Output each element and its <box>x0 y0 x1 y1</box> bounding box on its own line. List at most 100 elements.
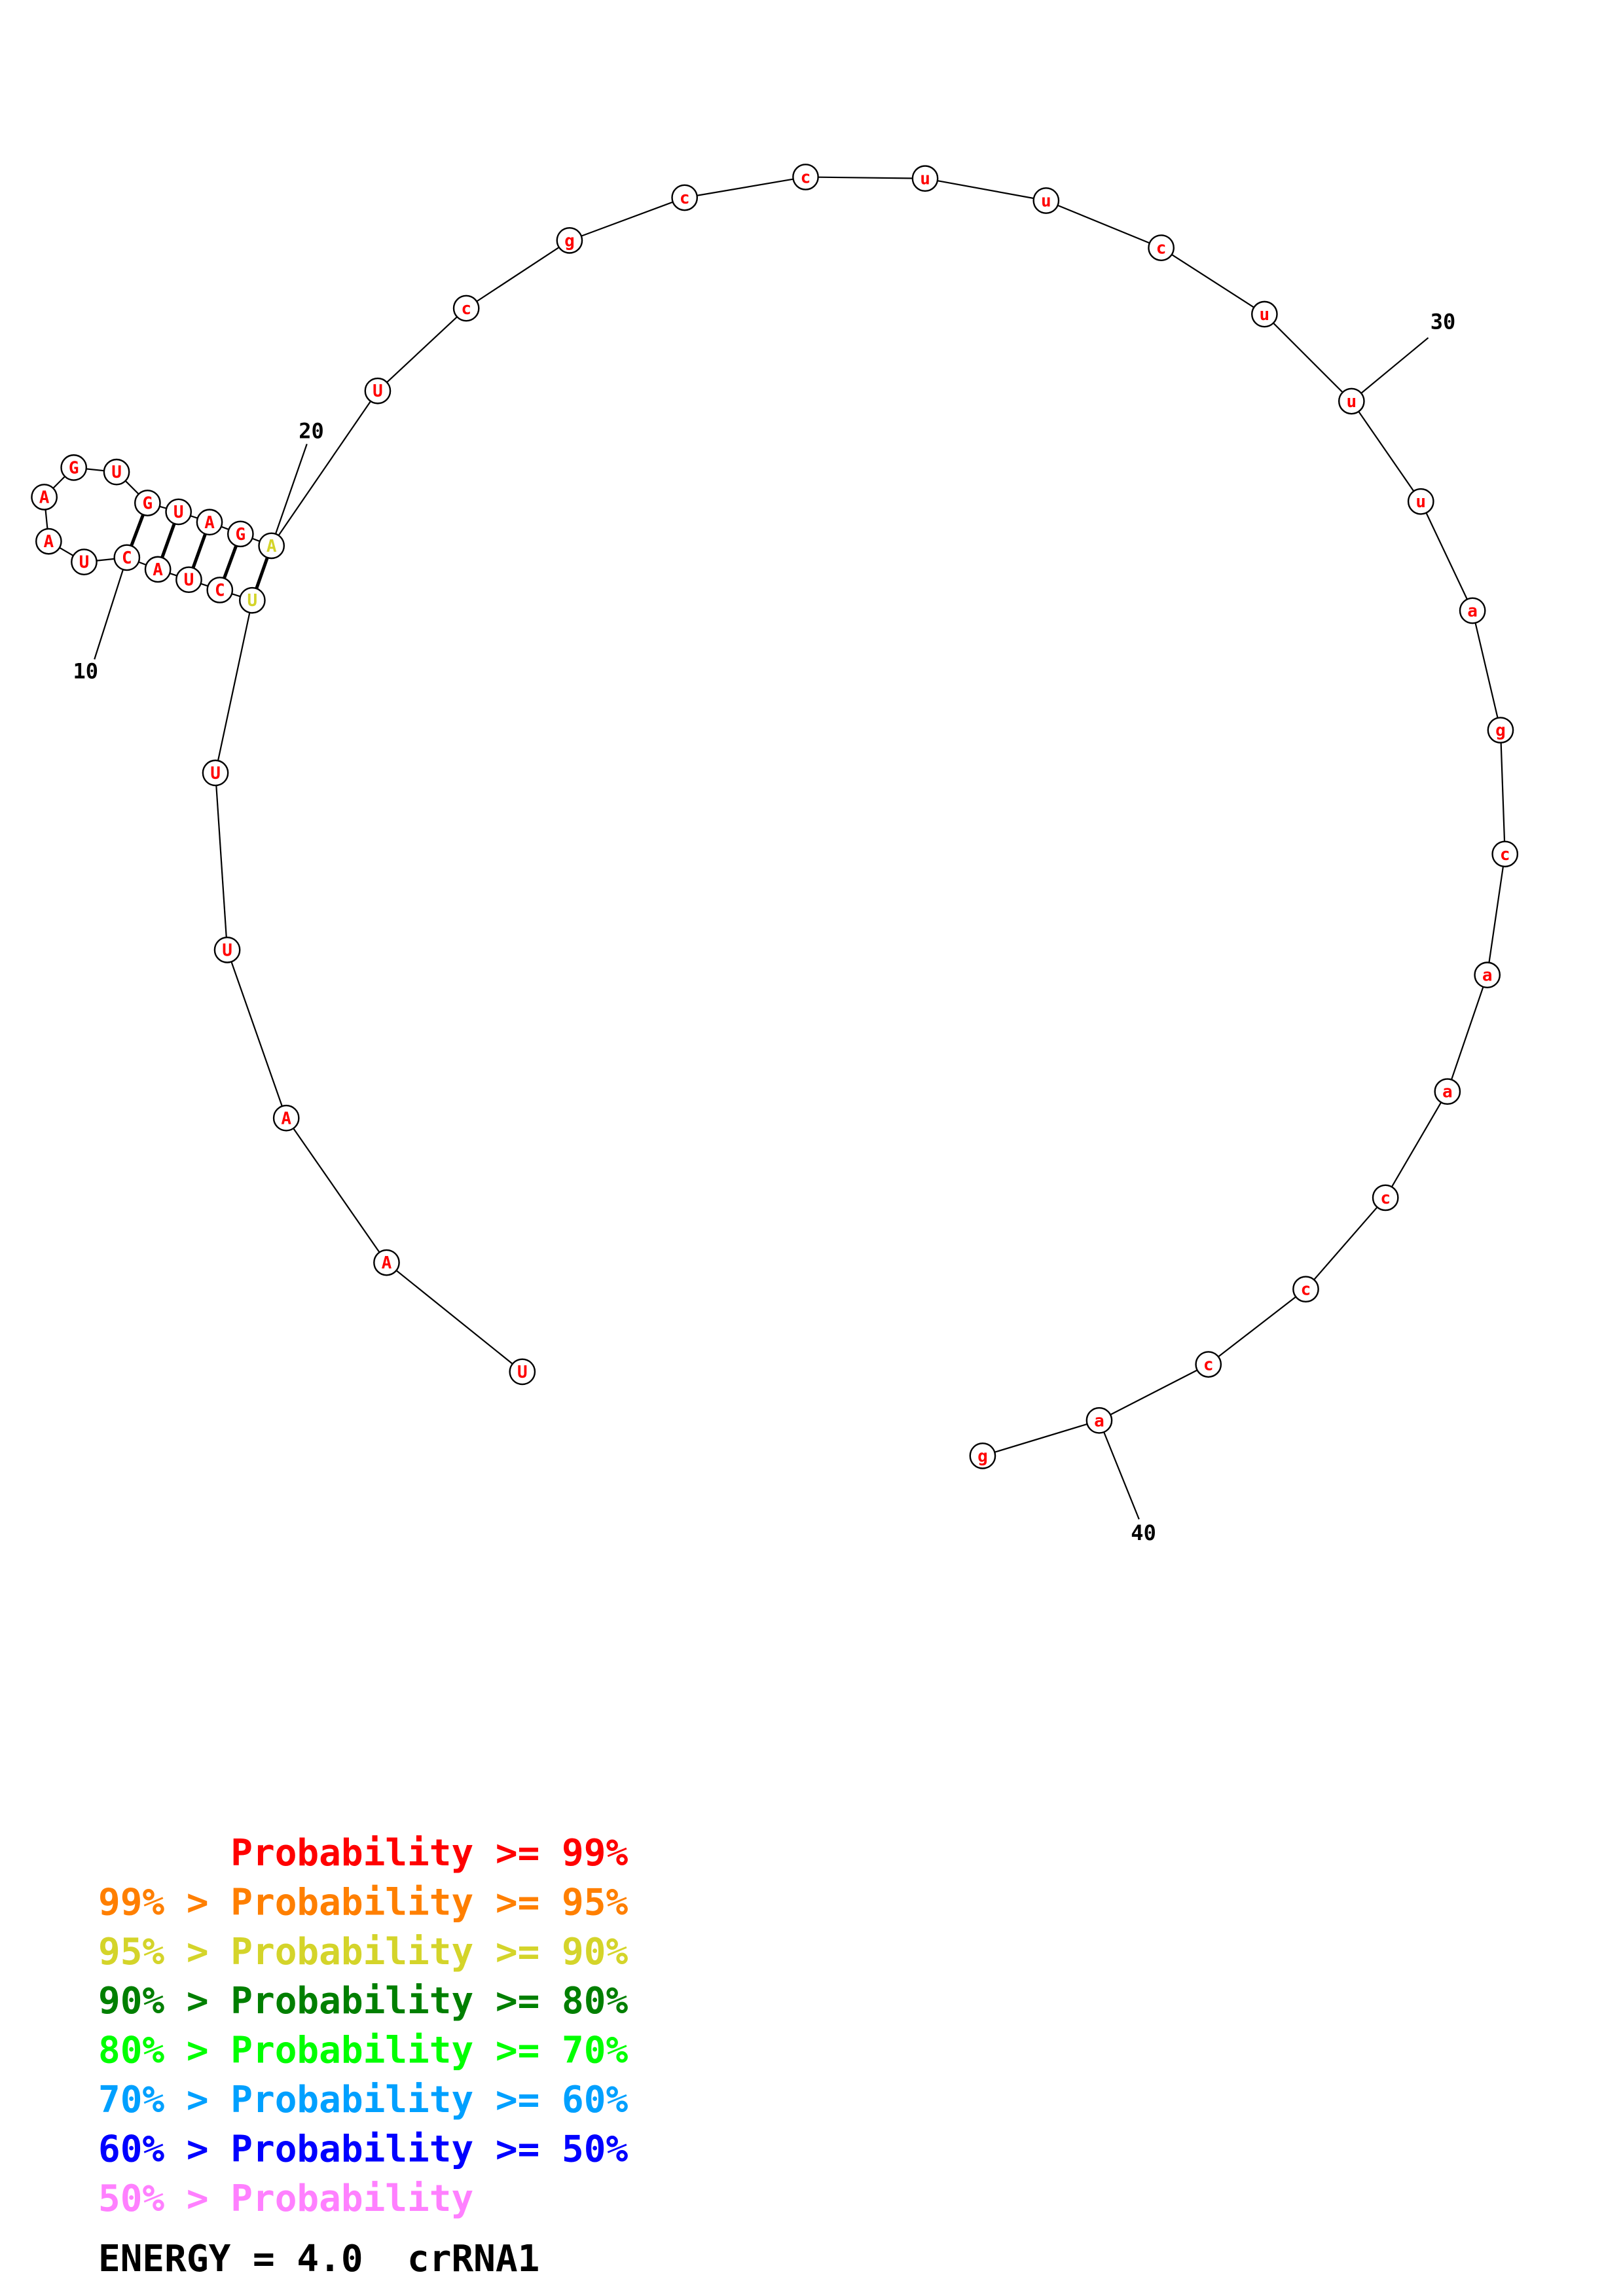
position-tick <box>1098 1420 1140 1520</box>
backbone-segment <box>569 196 685 242</box>
nucleotide: A <box>373 1249 400 1276</box>
nucleotide-letter: c <box>1500 845 1510 865</box>
legend-entry: 95% > Probability >= 90% <box>98 1931 628 1973</box>
nucleotide-circle <box>134 490 161 516</box>
backbone-segment <box>1446 975 1488 1092</box>
nucleotide-circle <box>1434 1078 1461 1105</box>
nucleotide-circle <box>196 509 223 536</box>
nucleotide-letter: u <box>1347 392 1357 412</box>
nucleotide-circle <box>1195 1351 1222 1378</box>
nucleotide: c <box>1372 1184 1399 1211</box>
nucleotide-circle <box>1372 1184 1399 1211</box>
nucleotide-letter: U <box>173 503 184 522</box>
position-tick <box>94 557 128 660</box>
backbone-segment <box>1099 1363 1209 1422</box>
nucleotide-letter: a <box>1094 1411 1104 1431</box>
nucleotide-letter: G <box>143 493 153 513</box>
nucleotide-circle <box>373 1249 400 1276</box>
nucleotide-letter: a <box>1482 966 1493 986</box>
nucleotide: a <box>1474 961 1501 989</box>
nucleotide-circle <box>364 377 392 404</box>
nucleotide-circle <box>556 226 583 254</box>
nucleotide: c <box>452 295 480 322</box>
nucleotide-circle <box>239 586 266 614</box>
backbone-segment <box>285 1117 388 1263</box>
position-number-label: 20 <box>299 418 324 443</box>
nucleotide: a <box>1434 1078 1461 1105</box>
nucleotide: A <box>35 528 62 555</box>
nucleotide: C <box>113 544 141 571</box>
legend-entry: 90% > Probability >= 80% <box>98 1980 628 2022</box>
backbone-segment <box>214 600 253 774</box>
probability-legend: Probability >= 99% 99% > Probability >= 9… <box>98 1832 628 2220</box>
nucleotide-circle <box>1338 387 1365 415</box>
position-number-label: 40 <box>1131 1520 1156 1545</box>
legend-entry: 60% > Probability >= 50% <box>98 2128 628 2170</box>
nucleotide-circle <box>35 528 62 555</box>
nucleotide: U <box>103 458 130 486</box>
nucleotide-circle <box>792 164 819 190</box>
backbone-segment <box>1351 401 1422 502</box>
backbone-segment <box>1305 1197 1386 1290</box>
nucleotide-circle <box>1407 488 1434 515</box>
nucleotide-letter: A <box>44 532 54 552</box>
nucleotide: u <box>911 165 939 192</box>
nucleotide-letter: A <box>39 488 50 507</box>
nucleotide-circle <box>258 532 285 560</box>
nucleotide-letter: A <box>204 513 215 533</box>
backbone-segment <box>377 308 467 392</box>
backbone-segment <box>805 176 926 179</box>
base-pair-bond <box>160 523 176 558</box>
nucleotide: a <box>1085 1407 1113 1434</box>
nucleotide: A <box>196 509 223 536</box>
nucleotide-letter: u <box>1415 492 1426 512</box>
nucleotide: c <box>671 184 699 211</box>
nucleotide: a <box>1459 597 1486 624</box>
backbone-segment <box>1472 610 1502 730</box>
nucleotide-letter: U <box>210 764 221 783</box>
position-number-label: 10 <box>73 659 98 684</box>
nucleotide: c <box>792 164 819 190</box>
nucleotide: g <box>556 226 583 254</box>
nucleotide-letter: A <box>281 1109 291 1128</box>
nucleotide-letter: C <box>122 548 132 568</box>
legend-entry: Probability >= 99% <box>98 1832 628 1874</box>
base-pair-bond <box>223 545 238 579</box>
nucleotide-circle <box>206 577 234 603</box>
nucleotide-letter: g <box>1495 721 1506 741</box>
backbone-segment <box>270 390 378 547</box>
nucleotide-circle <box>113 544 141 571</box>
backbone-segment <box>1499 730 1506 854</box>
nucleotide-circle <box>1148 234 1175 261</box>
nucleotide-letter: u <box>1260 305 1270 325</box>
nucleotide-letter: A <box>266 537 277 556</box>
nucleotide-letter: A <box>382 1253 392 1273</box>
backbone-segment <box>982 1420 1100 1457</box>
nucleotide: u <box>1032 187 1060 214</box>
nucleotide-circle <box>165 498 192 526</box>
nucleotide-circle <box>1459 597 1486 624</box>
backbone-segment <box>465 240 570 309</box>
legend-entry: 70% > Probability >= 60% <box>98 2079 628 2121</box>
position-number-label: 30 <box>1431 310 1456 334</box>
nucleotide: c <box>1195 1351 1222 1378</box>
position-numbers: 10 20 30 40 <box>73 310 1455 1545</box>
nucleotide-letter: c <box>1380 1189 1391 1208</box>
nucleotide-circle <box>31 484 58 511</box>
nucleotide-circle <box>969 1442 996 1469</box>
backbone-segment <box>1161 247 1265 315</box>
legend-entry: 99% > Probability >= 95% <box>98 1881 628 1924</box>
backbone-segment <box>1486 853 1506 975</box>
backbone <box>43 176 1506 1457</box>
nucleotide-letter: a <box>1442 1083 1453 1102</box>
nucleotide-letter: u <box>920 170 930 189</box>
nucleotide-circle <box>1487 717 1514 744</box>
backbone-segment <box>1046 200 1162 249</box>
nucleotide: c <box>1292 1276 1319 1303</box>
nucleotide-letter: c <box>1203 1355 1214 1375</box>
nucleotide: u <box>1338 387 1365 415</box>
nucleotide-circle <box>213 936 241 963</box>
base-pairs <box>130 514 269 589</box>
nucleotide-circle <box>1085 1407 1113 1434</box>
